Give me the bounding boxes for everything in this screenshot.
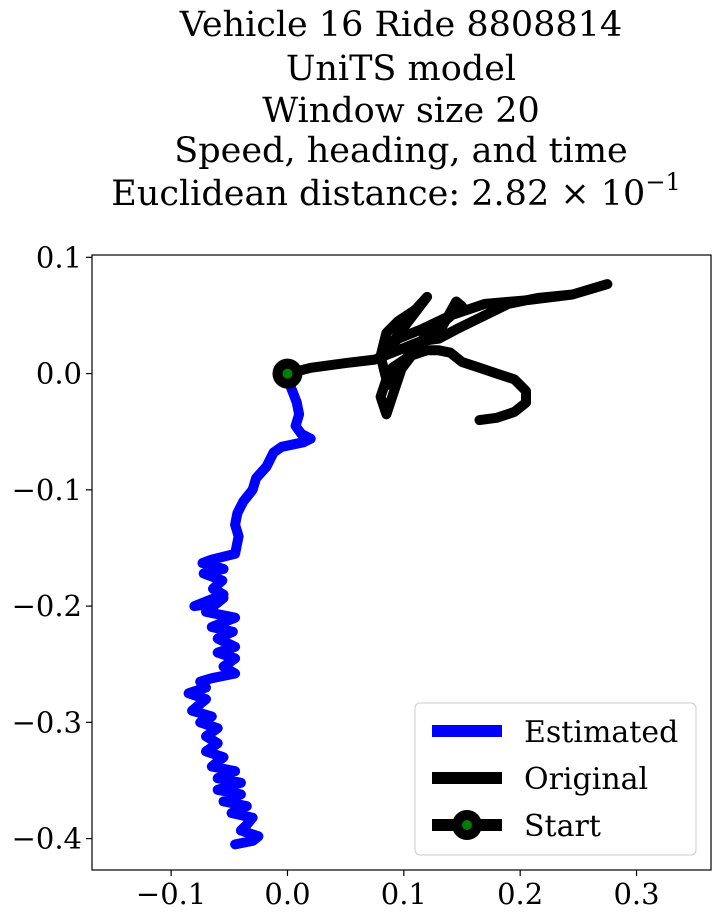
legend-box (414, 702, 697, 856)
title-line: Vehicle 16 Ride 8808814 (179, 5, 622, 45)
title-distance-line: Euclidean distance: 2.82 × 10−1 (111, 168, 680, 214)
plot-area-frame (91, 254, 712, 871)
legend: Estimated Original Start (414, 702, 697, 856)
title-line: UniTS model (286, 49, 516, 89)
x-axis: −0.1 0.0 0.1 0.2 0.3 (136, 870, 660, 911)
legend-label-start: Start (524, 809, 601, 844)
title-line: Window size 20 (262, 91, 540, 131)
title-distance-exponent: −1 (645, 168, 680, 196)
x-tick-label: −0.1 (136, 877, 206, 911)
start-marker-center (282, 368, 293, 379)
series-layer (183, 279, 613, 850)
legend-swatch-start-center (462, 820, 472, 830)
x-tick-label: 0.2 (497, 877, 543, 911)
y-tick-label: 0.0 (36, 357, 82, 391)
y-tick-label: 0.1 (36, 240, 82, 274)
series-line-original (282, 279, 613, 426)
legend-label-original: Original (524, 762, 648, 797)
chart-title: Vehicle 16 Ride 8808814 UniTS model Wind… (111, 5, 680, 214)
x-tick-label: 0.3 (613, 877, 659, 911)
x-tick-label: 0.0 (264, 877, 310, 911)
marker-layer (272, 358, 303, 389)
y-tick-label: −0.4 (12, 822, 82, 856)
x-tick-label: 0.1 (381, 877, 427, 911)
y-tick-label: −0.2 (12, 589, 82, 623)
legend-label-estimated: Estimated (524, 715, 678, 750)
y-tick-label: −0.3 (12, 705, 82, 739)
y-axis: 0.1 0.0 −0.1 −0.2 −0.3 −0.4 (12, 240, 92, 856)
title-distance-prefix: Euclidean distance: 2.82 × 10 (111, 174, 645, 214)
series-line-estimated (183, 368, 316, 850)
title-line: Speed, heading, and time (174, 131, 627, 171)
y-tick-label: −0.1 (12, 473, 82, 507)
